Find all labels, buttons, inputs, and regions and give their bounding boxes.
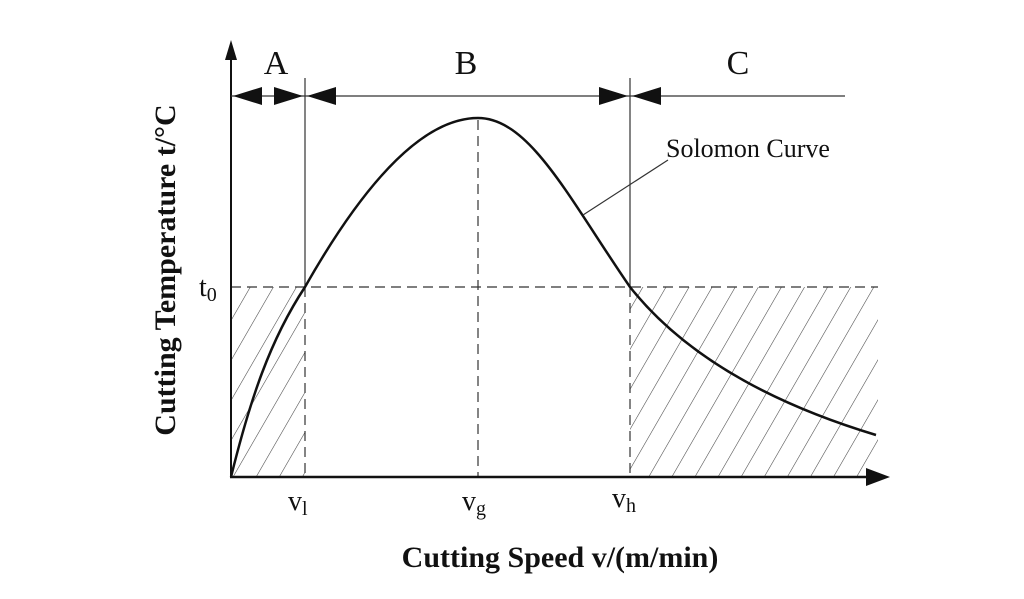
region-label-a: A <box>264 45 289 82</box>
tick-vg: vg <box>462 486 486 520</box>
region-label-b: B <box>455 45 478 82</box>
arrowhead-icon <box>233 87 262 105</box>
curve-label-leader <box>582 159 669 216</box>
region-arrowheads <box>233 87 661 105</box>
y-axis-arrow-icon <box>225 40 237 60</box>
arrowhead-icon <box>307 87 336 105</box>
t0-label: t0 <box>199 272 217 306</box>
x-axis-label: Cutting Speed v/(m/min) <box>402 541 719 574</box>
hatch-region-c <box>630 287 878 477</box>
curve-label: Solomon Curve <box>666 134 830 163</box>
y-axis-label: Cutting Temperature t/°C <box>149 104 182 435</box>
solomon-curve <box>229 116 877 478</box>
tick-vh: vh <box>612 483 636 517</box>
hatch-region-a <box>231 287 305 477</box>
arrowhead-icon <box>599 87 628 105</box>
arrowhead-icon <box>274 87 303 105</box>
arrowhead-icon <box>632 87 661 105</box>
region-label-c: C <box>727 45 750 82</box>
tick-vl: vl <box>288 486 308 520</box>
x-axis-arrow-icon <box>866 468 890 486</box>
